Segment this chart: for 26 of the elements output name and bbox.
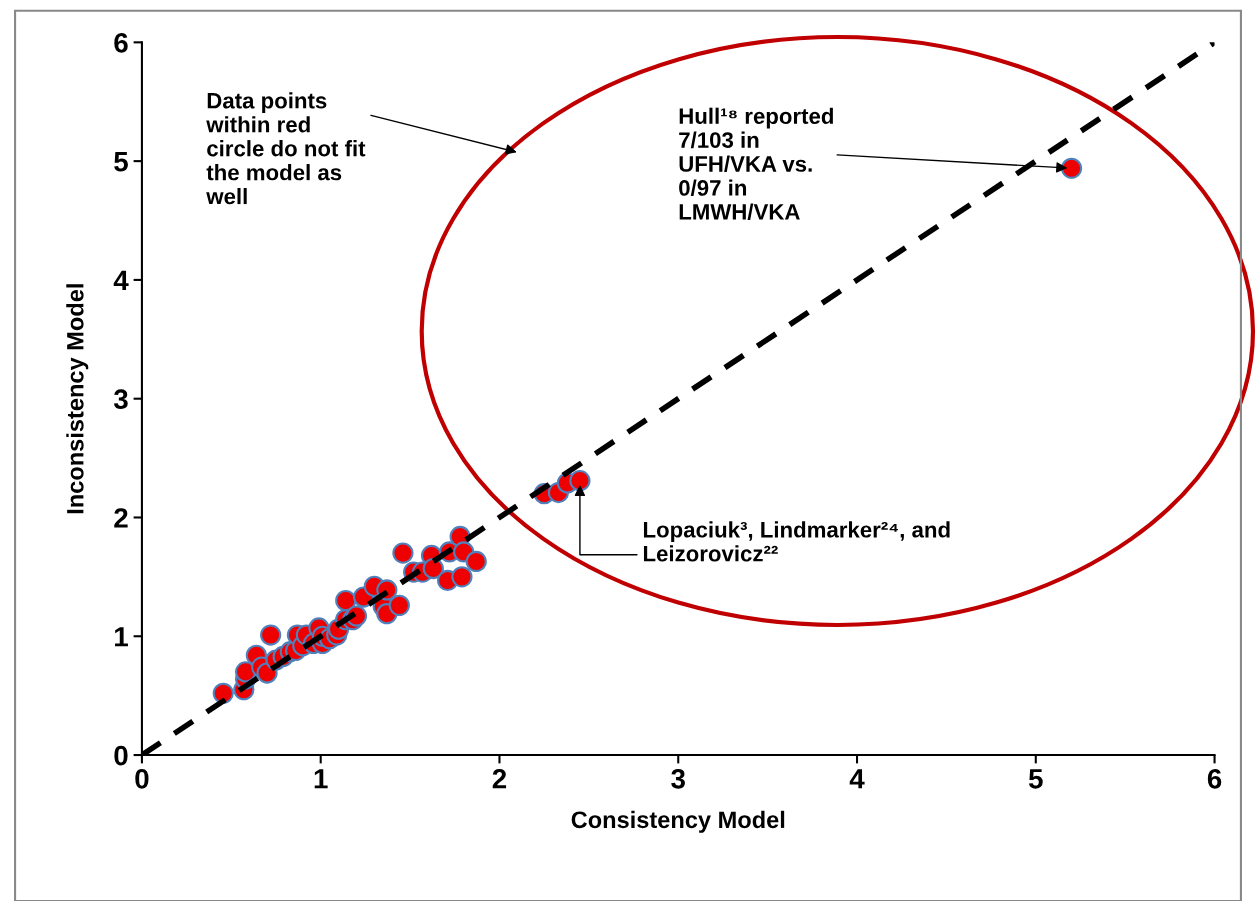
annotation: Data points within red circle do not fit the model as well (206, 92, 366, 205)
x-tick-label: 6 (1207, 768, 1222, 789)
x-tick-label: 3 (671, 768, 685, 789)
x-tick-label: 5 (1028, 769, 1043, 789)
point (451, 566, 473, 588)
x-axis-title: Consistency Model (571, 810, 785, 833)
y-axis-title: Inconsistency Model (66, 284, 89, 514)
point (392, 542, 414, 564)
point (1060, 157, 1083, 179)
point (388, 594, 410, 616)
y-tick-label: 0 (114, 745, 128, 766)
y-tick-label: 4 (113, 270, 129, 290)
y-tick-label: 3 (113, 389, 128, 410)
x-tick-label: 0 (135, 768, 149, 789)
point (465, 550, 487, 573)
annotation: Hull¹⁸ reported 7/103 in UFH/VKA vs. 0/97 in LMWH/VKA (679, 107, 833, 220)
y-tick-label: 2 (114, 508, 128, 528)
y-tick-label: 1 (115, 627, 128, 647)
point (260, 624, 282, 646)
x-tick-label: 4 (849, 769, 865, 789)
x-tick-label: 2 (492, 768, 507, 789)
y-tick-label: 6 (114, 33, 128, 53)
x-tick-label: 1 (314, 769, 328, 789)
annotation: Lopaciuk³, Lindmarker²⁴, and Leizorovicz²² (643, 521, 950, 562)
y-tick-label: 5 (114, 152, 128, 172)
point (569, 470, 591, 492)
